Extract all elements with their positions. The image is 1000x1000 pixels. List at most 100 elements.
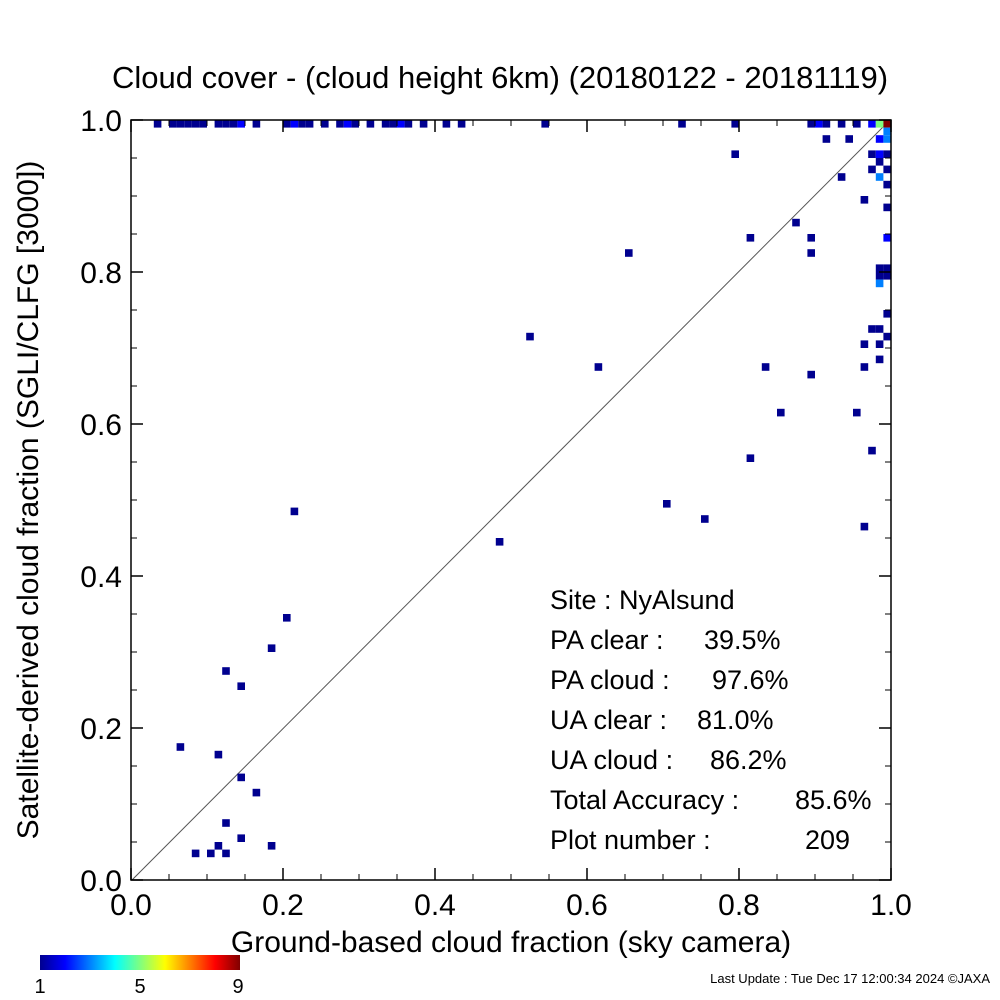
data-point-12 [290, 120, 299, 128]
data-point-53 [860, 196, 869, 204]
data-point-66 [883, 310, 891, 318]
data-point-69 [883, 332, 891, 341]
data-point-5 [199, 120, 207, 128]
data-point-76 [860, 363, 869, 371]
data-point-72 [860, 340, 869, 348]
data-point-88 [267, 644, 276, 652]
x-tick-label-3: 0.6 [566, 889, 608, 922]
data-point-100 [207, 849, 215, 858]
data-point-99 [191, 849, 200, 858]
data-point-56 [746, 234, 755, 242]
data-point-21 [389, 120, 397, 128]
data-point-60 [807, 249, 815, 257]
stat-plot-number-value: 209 [805, 825, 850, 855]
stat-total-accuracy-label: Total Accuracy : [550, 785, 739, 815]
data-point-19 [366, 120, 375, 128]
data-point-98 [267, 842, 276, 850]
data-point-54 [883, 203, 891, 212]
data-point-47 [875, 158, 884, 166]
data-point-63 [875, 272, 884, 280]
data-point-32 [822, 120, 831, 128]
data-point-50 [875, 173, 884, 181]
x-tick-label-0: 0.0 [110, 889, 152, 922]
y-tick-label-1: 0.2 [80, 713, 122, 746]
colorbar: 1 5 9 [34, 955, 244, 998]
data-point-37 [883, 120, 891, 128]
data-point-40 [883, 135, 891, 143]
colorbar-gradient [40, 955, 240, 970]
data-point-90 [237, 682, 245, 690]
data-point-31 [815, 120, 823, 128]
stat-pa-clear-label: PA clear : [550, 625, 664, 655]
y-tick-label-0: 0.0 [80, 865, 122, 898]
data-point-6 [214, 120, 223, 128]
data-point-86 [495, 538, 504, 546]
data-point-18 [351, 120, 359, 128]
data-point-24 [419, 120, 428, 128]
stat-pa-cloud-value: 97.6% [712, 665, 789, 695]
data-point-79 [853, 408, 861, 417]
x-axis: 0.0 0.2 0.4 0.6 0.8 1.0 [110, 120, 912, 922]
stat-site-label: Site : NyAlsund [550, 585, 735, 615]
data-point-82 [663, 500, 671, 508]
data-point-77 [807, 370, 815, 379]
colorbar-tick-max: 9 [232, 976, 243, 998]
data-point-83 [290, 507, 299, 516]
data-point-0 [153, 120, 162, 128]
x-tick-label-5: 1.0 [870, 889, 912, 922]
y-tick-label-2: 0.4 [80, 561, 122, 594]
data-point-11 [283, 120, 291, 128]
data-point-49 [883, 165, 891, 174]
chart-title: Cloud cover - (cloud height 6km) (201801… [112, 60, 888, 95]
data-point-70 [526, 332, 534, 341]
data-point-52 [883, 180, 891, 189]
data-point-51 [837, 173, 846, 181]
data-point-89 [222, 667, 230, 675]
x-tick-label-4: 0.8 [718, 889, 760, 922]
data-point-2 [176, 120, 185, 128]
stat-ua-cloud-value: 86.2% [710, 745, 787, 775]
data-point-75 [761, 363, 770, 371]
data-point-87 [283, 614, 291, 622]
data-point-59 [625, 249, 633, 257]
data-point-41 [822, 135, 831, 143]
data-point-61 [875, 264, 884, 272]
data-point-30 [807, 120, 815, 128]
stat-pa-clear-value: 39.5% [704, 625, 781, 655]
data-point-22 [397, 120, 405, 128]
data-point-9 [237, 120, 245, 128]
data-point-44 [868, 150, 876, 158]
diagonal-reference-line [131, 119, 891, 881]
data-point-68 [875, 325, 884, 333]
data-point-28 [678, 120, 686, 128]
colorbar-tick-min: 1 [34, 976, 45, 998]
data-point-64 [883, 272, 891, 280]
data-point-57 [807, 234, 815, 242]
data-point-74 [594, 363, 603, 371]
y-tick-label-4: 0.8 [80, 257, 122, 290]
data-point-35 [868, 120, 876, 128]
stat-pa-cloud-label: PA cloud : [550, 665, 670, 695]
data-point-17 [343, 120, 352, 128]
y-tick-label-5: 1.0 [80, 105, 122, 138]
colorbar-tick-mid: 5 [134, 976, 145, 998]
data-point-4 [191, 120, 200, 128]
data-point-42 [845, 135, 853, 143]
data-point-26 [457, 120, 466, 128]
stat-total-accuracy-value: 85.6% [795, 785, 872, 815]
data-point-78 [777, 408, 785, 417]
stats-block: Site : NyAlsund PA clear : 39.5% PA clou… [550, 585, 872, 855]
data-point-62 [883, 264, 891, 272]
data-point-10 [252, 120, 261, 128]
data-point-71 [875, 340, 884, 348]
data-point-29 [731, 120, 739, 128]
data-point-96 [237, 834, 245, 842]
data-point-15 [321, 120, 329, 128]
data-point-73 [875, 355, 884, 364]
data-point-46 [883, 150, 891, 158]
data-point-33 [837, 120, 846, 128]
data-point-80 [868, 446, 876, 455]
data-point-25 [442, 120, 451, 128]
data-point-45 [875, 150, 884, 158]
